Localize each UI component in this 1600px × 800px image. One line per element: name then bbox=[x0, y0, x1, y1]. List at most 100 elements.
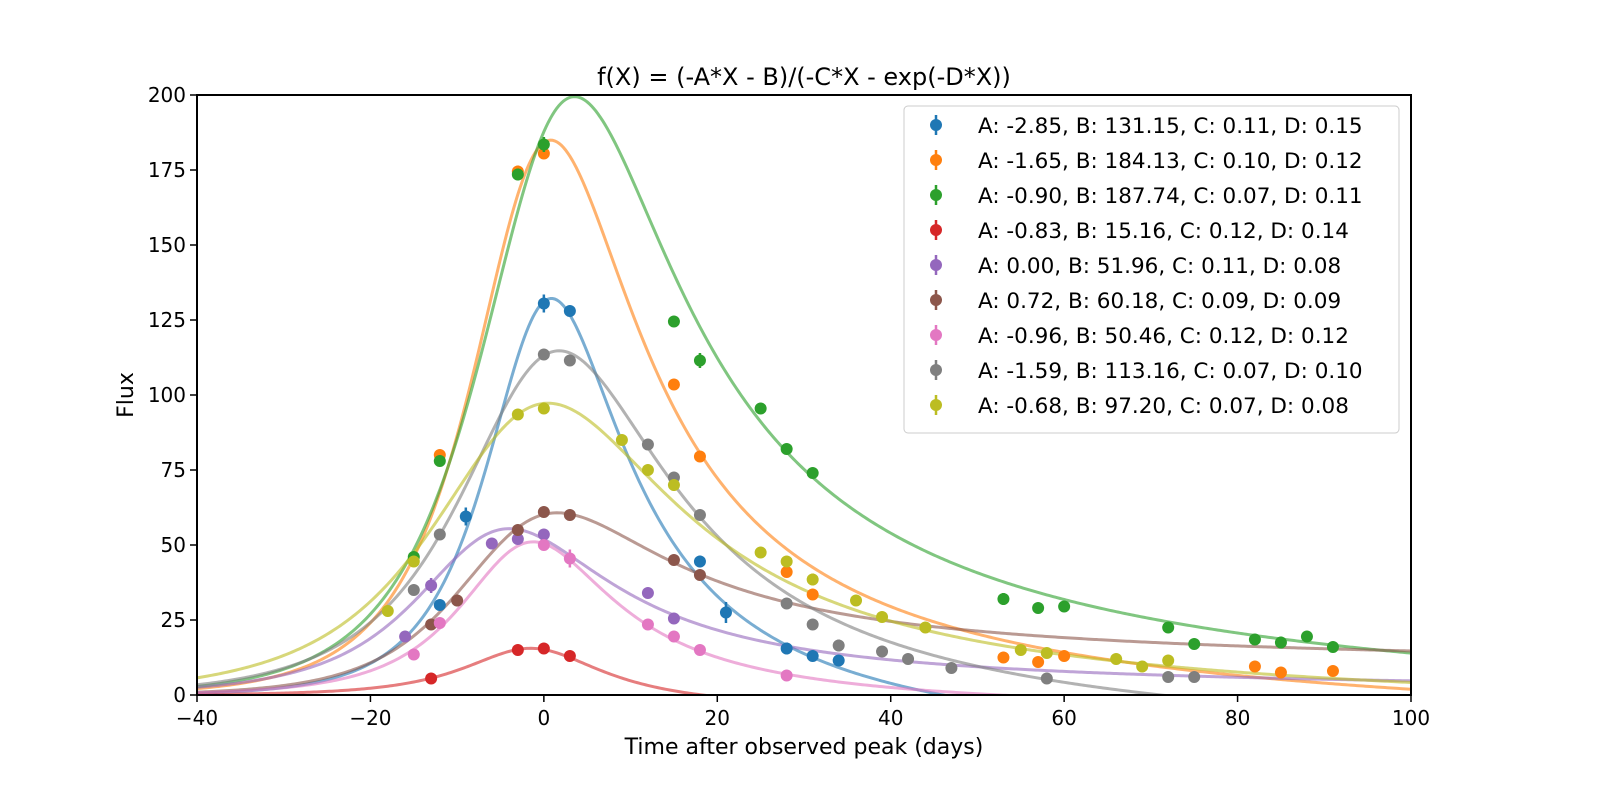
data-point bbox=[667, 479, 680, 491]
x-tick-label: 40 bbox=[878, 706, 903, 730]
fit-curve bbox=[197, 401, 1411, 684]
x-tick-label: 20 bbox=[705, 706, 730, 730]
data-point bbox=[1248, 660, 1261, 673]
data-point bbox=[719, 606, 732, 619]
data-point bbox=[1326, 665, 1339, 677]
data-point bbox=[1274, 636, 1287, 649]
data-point bbox=[1162, 654, 1175, 667]
data-point bbox=[693, 509, 706, 521]
data-point bbox=[381, 605, 394, 617]
data-point bbox=[511, 524, 524, 536]
data-point bbox=[537, 348, 550, 361]
data-point bbox=[806, 650, 819, 662]
data-point bbox=[537, 506, 550, 518]
data-point bbox=[1326, 641, 1339, 653]
legend-marker bbox=[930, 119, 942, 131]
data-point bbox=[407, 584, 420, 596]
y-axis: 0 25 50 75 100 125 150 175 200 bbox=[148, 83, 197, 707]
y-tick-label: 150 bbox=[148, 233, 186, 257]
fit-curve bbox=[197, 95, 1411, 688]
data-point bbox=[425, 579, 438, 592]
data-point bbox=[641, 587, 654, 599]
data-point bbox=[667, 315, 680, 328]
data-markers bbox=[381, 137, 1339, 685]
legend-marker bbox=[930, 294, 942, 306]
x-axis: −40 −20 0 20 40 60 80 100 bbox=[176, 695, 1430, 730]
y-tick-label: 0 bbox=[173, 683, 186, 707]
data-point bbox=[1162, 671, 1175, 683]
data-point bbox=[902, 653, 915, 665]
data-point bbox=[780, 597, 793, 610]
data-point bbox=[780, 642, 793, 655]
legend-marker bbox=[930, 189, 942, 201]
data-point bbox=[1274, 666, 1287, 679]
data-point bbox=[1040, 647, 1053, 659]
data-point bbox=[1058, 600, 1071, 613]
data-point bbox=[1040, 672, 1053, 685]
data-point bbox=[1300, 630, 1313, 643]
data-point bbox=[693, 450, 706, 463]
data-point bbox=[459, 510, 472, 523]
data-point bbox=[1014, 644, 1027, 656]
x-tick-label: −20 bbox=[349, 706, 391, 730]
data-point bbox=[693, 569, 706, 581]
x-tick-label: 100 bbox=[1392, 706, 1430, 730]
fit-curve bbox=[197, 296, 951, 695]
data-point bbox=[780, 443, 793, 455]
data-point bbox=[563, 354, 576, 367]
x-axis-label: Time after observed peak (days) bbox=[624, 735, 984, 760]
data-point bbox=[693, 644, 706, 656]
legend-entry: A: -2.85, B: 131.15, C: 0.11, D: 0.15 bbox=[978, 114, 1363, 139]
data-point bbox=[641, 438, 654, 451]
legend-entry: A: -1.59, B: 113.16, C: 0.07, D: 0.10 bbox=[978, 359, 1363, 384]
data-point bbox=[754, 546, 767, 559]
data-point bbox=[850, 594, 863, 607]
chart-title: f(X) = (-A*X - B)/(-C*X - exp(-D*X)) bbox=[597, 63, 1011, 91]
data-point bbox=[1248, 633, 1261, 646]
data-point bbox=[511, 644, 524, 656]
data-point bbox=[537, 539, 550, 551]
legend-marker bbox=[930, 399, 942, 411]
data-point bbox=[451, 594, 464, 607]
data-point bbox=[806, 573, 819, 586]
legend-entry: A: -0.83, B: 15.16, C: 0.12, D: 0.14 bbox=[978, 219, 1349, 244]
data-point bbox=[511, 168, 524, 181]
data-point bbox=[641, 464, 654, 476]
legend-marker bbox=[930, 259, 942, 271]
y-tick-label: 175 bbox=[148, 158, 186, 182]
data-point bbox=[433, 455, 446, 467]
data-point bbox=[407, 648, 420, 661]
data-point bbox=[997, 651, 1010, 664]
fit-curve bbox=[197, 138, 1411, 691]
data-point bbox=[511, 408, 524, 421]
data-point bbox=[511, 533, 524, 545]
data-point bbox=[919, 621, 932, 634]
legend-entry: A: -0.90, B: 187.74, C: 0.07, D: 0.11 bbox=[978, 184, 1363, 209]
fit-curve bbox=[197, 511, 1411, 694]
x-tick-label: 0 bbox=[537, 706, 550, 730]
legend-entry: A: -0.96, B: 50.46, C: 0.12, D: 0.12 bbox=[978, 324, 1349, 349]
fit-curve bbox=[197, 646, 716, 695]
fit-curve bbox=[197, 527, 1411, 689]
data-point bbox=[945, 662, 958, 674]
x-tick-label: −40 bbox=[176, 706, 218, 730]
legend-entry: A: 0.00, B: 51.96, C: 0.11, D: 0.08 bbox=[978, 254, 1341, 279]
legend-marker bbox=[930, 329, 942, 341]
fit-curves bbox=[197, 95, 1411, 695]
data-point bbox=[563, 650, 576, 662]
data-point bbox=[537, 147, 550, 160]
data-point bbox=[997, 593, 1010, 605]
data-point bbox=[1110, 653, 1123, 665]
data-point bbox=[667, 630, 680, 643]
legend-marker bbox=[930, 364, 942, 376]
data-point bbox=[537, 642, 550, 655]
data-point bbox=[537, 138, 550, 151]
y-tick-label: 50 bbox=[161, 533, 186, 557]
legend-box bbox=[903, 105, 1400, 434]
y-tick-label: 125 bbox=[148, 308, 186, 332]
data-point bbox=[693, 555, 706, 568]
data-point bbox=[667, 378, 680, 391]
data-point bbox=[876, 645, 889, 658]
data-point bbox=[641, 618, 654, 631]
